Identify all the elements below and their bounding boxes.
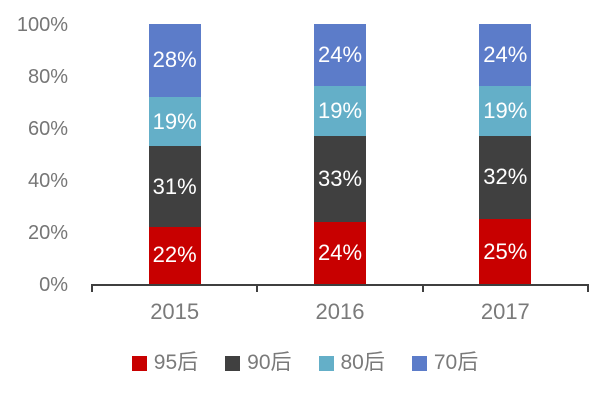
data-label: 33% xyxy=(317,165,363,191)
y-tick-label: 60% xyxy=(27,118,68,140)
bar-segment-90后-2017: 32% xyxy=(479,135,532,219)
data-label: 28% xyxy=(152,47,197,73)
y-tick-label: 0% xyxy=(39,274,68,296)
x-axis-line xyxy=(92,284,588,286)
legend-swatch xyxy=(318,355,334,371)
bar-segment-70后-2015: 28% xyxy=(148,24,201,97)
data-label: 19% xyxy=(152,108,197,134)
bar-segment-70后-2016: 24% xyxy=(314,24,366,87)
data-label: 24% xyxy=(317,239,363,265)
legend-item-80后: 80后 xyxy=(318,351,385,375)
bar-segment-95后-2017: 25% xyxy=(479,219,532,284)
bar-segment-90后-2016: 33% xyxy=(314,135,366,222)
legend-label: 70后 xyxy=(433,351,479,374)
x-tick-label-2016: 2016 xyxy=(315,299,365,324)
bar-segment-90后-2015: 31% xyxy=(148,146,201,227)
y-tick-label: 40% xyxy=(27,170,68,192)
x-axis-tick xyxy=(256,284,259,292)
legend-item-70后: 70后 xyxy=(411,351,479,375)
legend-label: 80后 xyxy=(340,351,385,374)
bar-segment-80后-2016: 19% xyxy=(314,86,366,136)
bar-segment-95后-2015: 22% xyxy=(148,226,201,284)
legend-swatch xyxy=(131,355,147,371)
x-tick-label-2017: 2017 xyxy=(480,299,530,324)
bar-segment-80后-2015: 19% xyxy=(148,96,201,147)
data-label: 24% xyxy=(317,42,363,68)
data-label: 24% xyxy=(483,42,528,68)
data-label: 22% xyxy=(152,242,197,268)
y-tick-label: 20% xyxy=(27,222,68,244)
legend: 95后 90后 80后 70后 xyxy=(0,351,610,375)
bar-2016: 24% 33% 19% 24% xyxy=(314,24,366,284)
data-label: 32% xyxy=(483,164,528,190)
legend-label: 90后 xyxy=(247,351,292,374)
y-tick-label: 100% xyxy=(16,14,68,36)
bar-2017: 25% 32% 19% 24% xyxy=(479,24,532,284)
y-tick-label: 80% xyxy=(27,66,68,88)
data-label: 19% xyxy=(483,98,528,124)
x-axis-tick xyxy=(421,284,424,292)
data-label: 19% xyxy=(317,98,363,124)
legend-swatch xyxy=(411,355,427,371)
bar-segment-80后-2017: 19% xyxy=(479,86,532,136)
bar-segment-70后-2017: 24% xyxy=(479,24,532,87)
x-axis-tick xyxy=(587,284,589,292)
data-label: 31% xyxy=(152,173,197,199)
legend-label: 95后 xyxy=(153,351,199,374)
legend-swatch xyxy=(225,355,241,371)
bar-segment-95后-2016: 24% xyxy=(314,221,366,284)
data-label: 25% xyxy=(483,238,528,264)
x-axis-tick xyxy=(91,284,93,292)
bar-2015: 22% 31% 19% 28% xyxy=(148,24,201,284)
x-tick-label-2015: 2015 xyxy=(150,299,200,324)
legend-item-90后: 90后 xyxy=(225,351,292,375)
legend-item-95后: 95后 xyxy=(131,351,199,375)
